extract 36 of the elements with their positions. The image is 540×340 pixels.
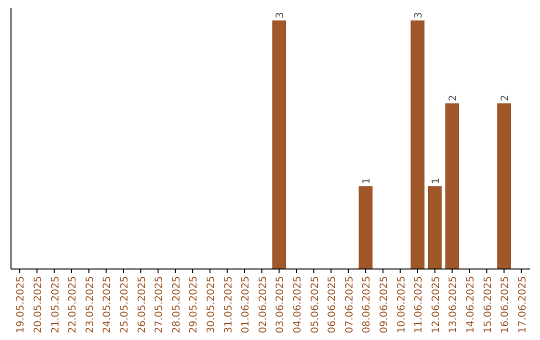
data-label: 2 [448,94,460,102]
x-tick-label: 19.05.2025 [16,276,27,334]
x-tick-label: 11.06.2025 [414,276,425,334]
x-tick-label: 09.06.2025 [378,276,390,334]
x-tick-label: 26.05.2025 [136,276,148,334]
x-tick-label: 28.05.2025 [171,276,182,334]
data-label: 3 [275,12,286,18]
data-label: 1 [362,178,373,184]
x-tick-label: 16.06.2025 [500,276,512,334]
x-tick-label: 01.06.2025 [240,276,252,334]
x-tick-label: 06.06.2025 [327,276,338,334]
x-tick-label: 30.05.2025 [206,276,217,334]
data-label: 2 [500,94,512,102]
x-tick-label: 05.06.2025 [310,276,321,334]
data-label: 1 [430,178,442,184]
x-tick-label: 03.06.2025 [275,276,286,334]
x-tick-label: 25.05.2025 [119,276,130,334]
x-tick-label: 12.06.2025 [430,276,442,334]
x-tick-label: 21.05.2025 [50,276,62,334]
data-label: 3 [414,12,425,18]
x-tick-label: 23.05.2025 [84,276,96,334]
x-tick-label: 13.06.2025 [448,276,460,334]
x-tick-label: 15.06.2025 [482,276,494,334]
x-tick-label: 24.05.2025 [102,276,114,334]
x-tick-label: 31.05.2025 [223,276,234,334]
x-tick-label: 02.06.2025 [258,276,269,334]
x-tick-label: 22.05.2025 [68,276,79,334]
x-tick-label: 29.05.2025 [188,276,200,334]
x-tick-label: 20.05.2025 [32,276,44,334]
x-tick-label: 04.06.2025 [292,276,304,334]
x-tick-label: 07.06.2025 [344,276,356,334]
x-tick-label: 14.06.2025 [465,276,476,334]
x-tick-label: 08.06.2025 [362,276,373,334]
x-tick-label: 10.06.2025 [396,276,408,334]
x-tick-label: 17.06.2025 [517,276,528,334]
x-tick-label: 27.05.2025 [154,276,166,334]
